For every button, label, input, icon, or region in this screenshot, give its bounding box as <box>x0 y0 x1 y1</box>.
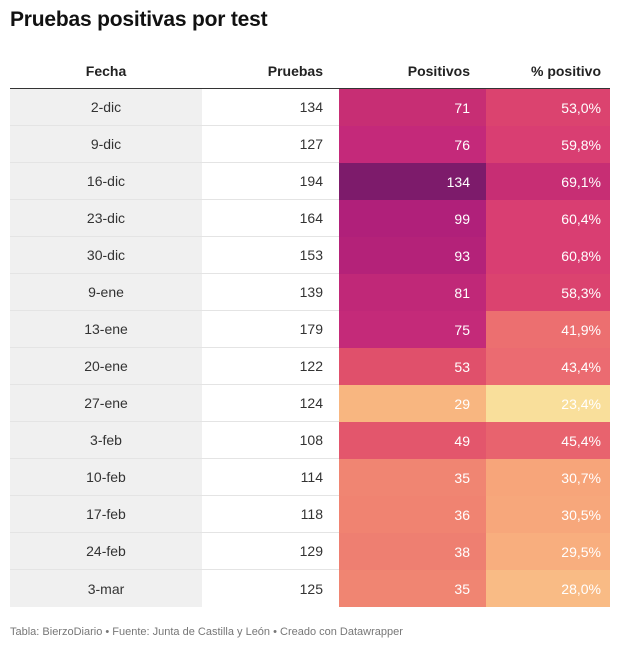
fecha-cell: 20-ene <box>10 348 202 385</box>
pct-positivo-cell: 69,1% <box>486 163 610 200</box>
fecha-cell: 3-feb <box>10 422 202 459</box>
table-row: 24-feb 129 38 29,5% <box>10 533 610 570</box>
positivos-cell: 49 <box>339 422 486 459</box>
pruebas-cell: 129 <box>202 533 339 570</box>
pruebas-cell: 108 <box>202 422 339 459</box>
pruebas-cell: 194 <box>202 163 339 200</box>
table-row: 9-ene 139 81 58,3% <box>10 274 610 311</box>
table-row: 16-dic 194 134 69,1% <box>10 163 610 200</box>
pct-positivo-cell: 53,0% <box>486 89 610 126</box>
pct-positivo-cell: 45,4% <box>486 422 610 459</box>
fecha-cell: 23-dic <box>10 200 202 237</box>
fecha-cell: 2-dic <box>10 89 202 126</box>
pct-positivo-cell: 59,8% <box>486 126 610 163</box>
positivos-cell: 35 <box>339 570 486 607</box>
pruebas-cell: 114 <box>202 459 339 496</box>
source-footer: Tabla: BierzoDiario • Fuente: Junta de C… <box>10 626 403 638</box>
pruebas-cell: 164 <box>202 200 339 237</box>
table-row: 30-dic 153 93 60,8% <box>10 237 610 274</box>
pruebas-cell: 134 <box>202 89 339 126</box>
fecha-cell: 9-dic <box>10 126 202 163</box>
pct-positivo-cell: 60,4% <box>486 200 610 237</box>
header-pruebas: Pruebas <box>267 63 323 79</box>
header-pct-positivo: % positivo <box>530 63 601 79</box>
fecha-cell: 9-ene <box>10 274 202 311</box>
fecha-cell: 30-dic <box>10 237 202 274</box>
pruebas-cell: 127 <box>202 126 339 163</box>
positivos-cell: 29 <box>339 385 486 422</box>
pruebas-cell: 125 <box>299 580 323 597</box>
fecha-cell: 13-ene <box>10 311 202 348</box>
table-row: 13-ene 179 75 41,9% <box>10 311 610 348</box>
pct-positivo-cell: 43,4% <box>486 348 610 385</box>
positivos-cell: 53 <box>339 348 486 385</box>
positivos-cell: 81 <box>339 274 486 311</box>
pct-positivo-cell: 23,4% <box>486 385 610 422</box>
table-row: 23-dic 164 99 60,4% <box>10 200 610 237</box>
table-row: 27-ene 124 29 23,4% <box>10 385 610 422</box>
fecha-cell: 16-dic <box>10 163 202 200</box>
pruebas-cell: 139 <box>202 274 339 311</box>
positivos-cell: 99 <box>339 200 486 237</box>
pct-positivo-cell: 41,9% <box>486 311 610 348</box>
positivos-cell: 36 <box>339 496 486 533</box>
fecha-cell: 27-ene <box>10 385 202 422</box>
fecha-cell: 24-feb <box>10 533 202 570</box>
pruebas-cell: 153 <box>202 237 339 274</box>
pct-positivo-cell: 30,7% <box>486 459 610 496</box>
positivos-cell: 75 <box>339 311 486 348</box>
fecha-cell: 3-mar <box>10 570 202 607</box>
table-body: 2-dic 134 71 53,0% 9-dic 127 76 59,8% 16-dic 194 1… <box>10 89 610 607</box>
table-row: 2-dic 134 71 53,0% <box>10 89 610 126</box>
header-positivos: Positivos <box>407 63 470 79</box>
pruebas-cell: 122 <box>202 348 339 385</box>
table-row: 17-feb 118 36 30,5% <box>10 496 610 533</box>
pct-positivo-cell: 30,5% <box>486 496 610 533</box>
chart-title: Pruebas positivas por test <box>10 8 268 31</box>
table-row: 3-feb 108 49 45,4% <box>10 422 610 459</box>
pruebas-cell: 124 <box>202 385 339 422</box>
positivos-cell: 93 <box>339 237 486 274</box>
pct-positivo-cell: 58,3% <box>486 274 610 311</box>
pct-positivo-cell: 28,0% <box>486 570 610 607</box>
pruebas-cell: 179 <box>202 311 339 348</box>
header-fecha: Fecha <box>85 63 127 79</box>
pruebas-cell: 118 <box>202 496 339 533</box>
positivos-cell: 71 <box>339 89 486 126</box>
table-row: 20-ene 122 53 43,4% <box>10 348 610 385</box>
positivos-cell: 134 <box>339 163 486 200</box>
table-row: 9-dic 127 76 59,8% <box>10 126 610 163</box>
fecha-cell: 10-feb <box>10 459 202 496</box>
positivos-cell: 76 <box>339 126 486 163</box>
positivos-cell: 38 <box>339 533 486 570</box>
fecha-cell: 17-feb <box>10 496 202 533</box>
pct-positivo-cell: 29,5% <box>486 533 610 570</box>
pct-positivo-cell: 60,8% <box>486 237 610 274</box>
data-table: Fecha Pruebas Positivos % positivo 2-dic… <box>10 54 610 607</box>
table-row: 10-feb 114 35 30,7% <box>10 459 610 496</box>
table-header: Fecha Pruebas Positivos % positivo <box>10 54 610 89</box>
positivos-cell: 35 <box>339 459 486 496</box>
table-row: 3-mar 125 35 28,0% <box>10 570 610 607</box>
